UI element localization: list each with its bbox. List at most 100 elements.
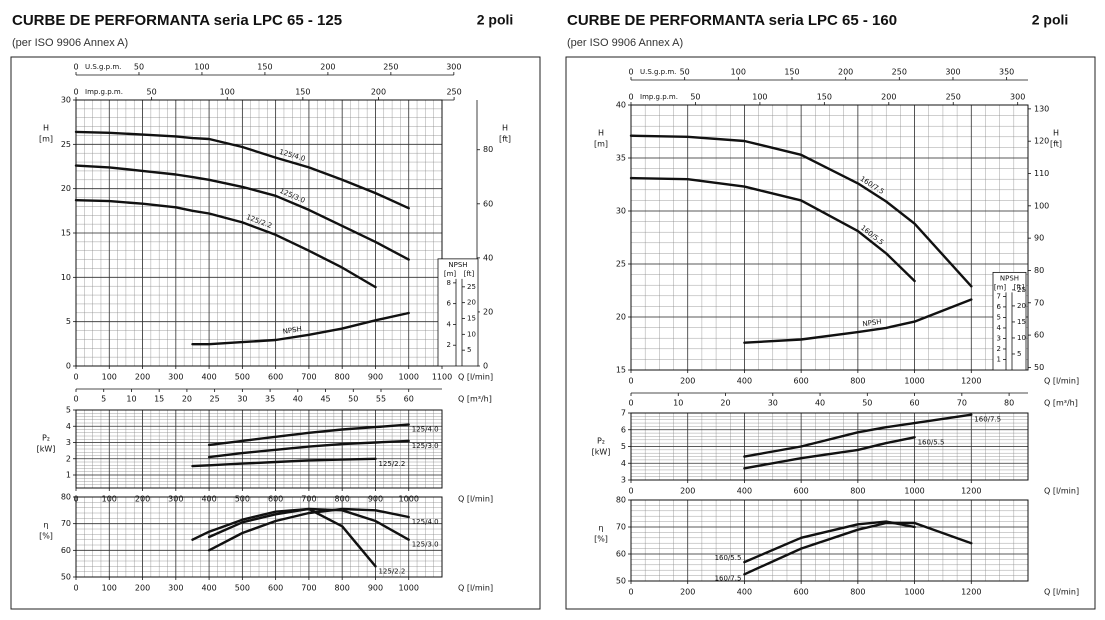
top-axis-tick-label: 0 [73, 63, 78, 72]
curve [743, 413, 973, 458]
npsh-axis-tick-label: 5 [997, 313, 1001, 321]
x-tick-label: 700 [301, 584, 316, 593]
right-axis-tick-label: 50 [1034, 363, 1044, 372]
plot-frame [75, 496, 443, 578]
npsh-ft-tick-label: 10 [467, 330, 476, 338]
curve-label: 125/4.0 [412, 426, 439, 434]
top-axis-tick-label: 300 [446, 63, 461, 72]
right-axis-tick-label: 0 [483, 362, 488, 371]
top-axis-tick-label: 200 [371, 88, 386, 97]
npsh-axis-tick-label: 1 [997, 355, 1001, 363]
bottom-axis-tick-label: 50 [348, 395, 358, 404]
bottom-axis-tick-label: 0 [73, 395, 78, 404]
bottom-axis-tick-label: 0 [628, 399, 633, 408]
curve [629, 176, 916, 283]
right-axis-label: [ft] [1050, 140, 1062, 149]
chart-title: CURBE DE PERFORMANTA seria LPC 65 - 160 [567, 12, 897, 29]
npsh-axis-unit: [m] [444, 270, 457, 278]
y-tick-label: 20 [61, 184, 71, 193]
top-axis-tick-label: 50 [134, 63, 144, 72]
top-axis-tick-label: 0 [73, 88, 78, 97]
chart-title: CURBE DE PERFORMANTA seria LPC 65 - 125 [12, 12, 342, 29]
npsh-axis-tick-label: 6 [447, 300, 452, 308]
y-axis-label: [%] [594, 535, 608, 544]
top-axis-tick-label: 150 [784, 68, 799, 77]
npsh-axis-tick-label: 7 [997, 292, 1001, 300]
x-tick-label: 800 [850, 588, 865, 597]
x-tick-label: 400 [201, 584, 216, 593]
x-tick-label: 200 [135, 584, 150, 593]
y-tick-label: 15 [616, 366, 626, 375]
npsh-axis-title: NPSH [1000, 274, 1019, 282]
y-tick-label: 35 [616, 154, 626, 163]
x-tick-label: 800 [335, 373, 350, 382]
x-tick-label: 600 [794, 377, 809, 386]
curve [191, 507, 377, 568]
y-tick-label: 5 [621, 442, 626, 451]
bottom-axis-tick-label: 55 [376, 395, 386, 404]
bottom-axis-tick-label: 50 [862, 399, 872, 408]
top-axis-tick-label: 100 [752, 93, 767, 102]
x-tick-label: 100 [102, 373, 117, 382]
y-tick-label: 15 [61, 229, 71, 238]
top-axis-tick-label: 250 [892, 68, 907, 77]
top-axis-tick-label: 150 [257, 63, 272, 72]
x-tick-label: 600 [268, 584, 283, 593]
x-tick-label: 400 [201, 373, 216, 382]
npsh-ft-tick-label: 20 [1017, 302, 1026, 310]
curve-label: 160/7.5 [974, 416, 1001, 424]
y-tick-label: 80 [61, 493, 71, 502]
right-axis-tick-label: 60 [483, 199, 493, 208]
x-tick-label: 500 [235, 373, 250, 382]
curve [74, 164, 410, 261]
x-tick-label: 300 [168, 584, 183, 593]
right-axis-tick-label: 20 [483, 307, 493, 316]
y-axis-label: [kW] [592, 448, 611, 457]
x-tick-label: 900 [368, 373, 383, 382]
top-axis-tick-label: 50 [690, 93, 700, 102]
x-tick-label: 600 [794, 588, 809, 597]
right-axis-tick-label: 70 [1034, 298, 1044, 307]
bottom-axis-tick-label: 10 [126, 395, 136, 404]
right-axis-tick-label: 80 [483, 145, 493, 154]
y-tick-label: 25 [61, 140, 71, 149]
top-axis-tick-label: 350 [999, 68, 1014, 77]
curve [191, 457, 377, 468]
top-axis-tick-label: 100 [194, 63, 209, 72]
x-tick-label: 500 [235, 584, 250, 593]
top-axis-tick-label: 150 [817, 93, 832, 102]
bottom-axis-tick-label: 15 [154, 395, 164, 404]
top-axis-tick-label: 200 [881, 93, 896, 102]
x-tick-label: 800 [850, 377, 865, 386]
bottom-axis-tick-label: 20 [182, 395, 192, 404]
npsh-axis-tick-label: 3 [997, 334, 1001, 342]
y-tick-label: 25 [616, 260, 626, 269]
y-tick-label: 3 [66, 438, 71, 447]
npsh-axis-tick-label: 2 [997, 345, 1001, 353]
npsh-box [437, 258, 479, 367]
curve [207, 423, 410, 447]
x-tick-label: 1100 [432, 373, 452, 382]
y-axis-label: [kW] [37, 445, 56, 454]
top-axis-label: U.S.g.p.m. [85, 63, 121, 71]
bottom-axis-tick-label: 30 [237, 395, 247, 404]
y-tick-label: 20 [616, 313, 626, 322]
curve-label: 125/2.2 [378, 567, 405, 575]
curve [74, 130, 410, 210]
npsh-ft-tick-label: 15 [1017, 318, 1026, 326]
x-tick-label: 100 [102, 584, 117, 593]
x-tick-label: 1000 [904, 588, 924, 597]
y-tick-label: 70 [616, 523, 626, 532]
curve [629, 134, 973, 288]
npsh-ft-tick-label: 25 [467, 283, 476, 291]
x-tick-label: 800 [850, 487, 865, 496]
y-tick-label: 3 [621, 476, 626, 485]
top-axis-tick-label: 200 [320, 63, 335, 72]
right-axis-tick-label: 80 [1034, 266, 1044, 275]
curve-label: NPSH [862, 318, 882, 329]
y-tick-label: 60 [61, 546, 71, 555]
curve [743, 298, 973, 344]
top-axis-tick-label: 250 [946, 93, 961, 102]
top-axis-label: Imp.g.p.m. [640, 93, 678, 101]
